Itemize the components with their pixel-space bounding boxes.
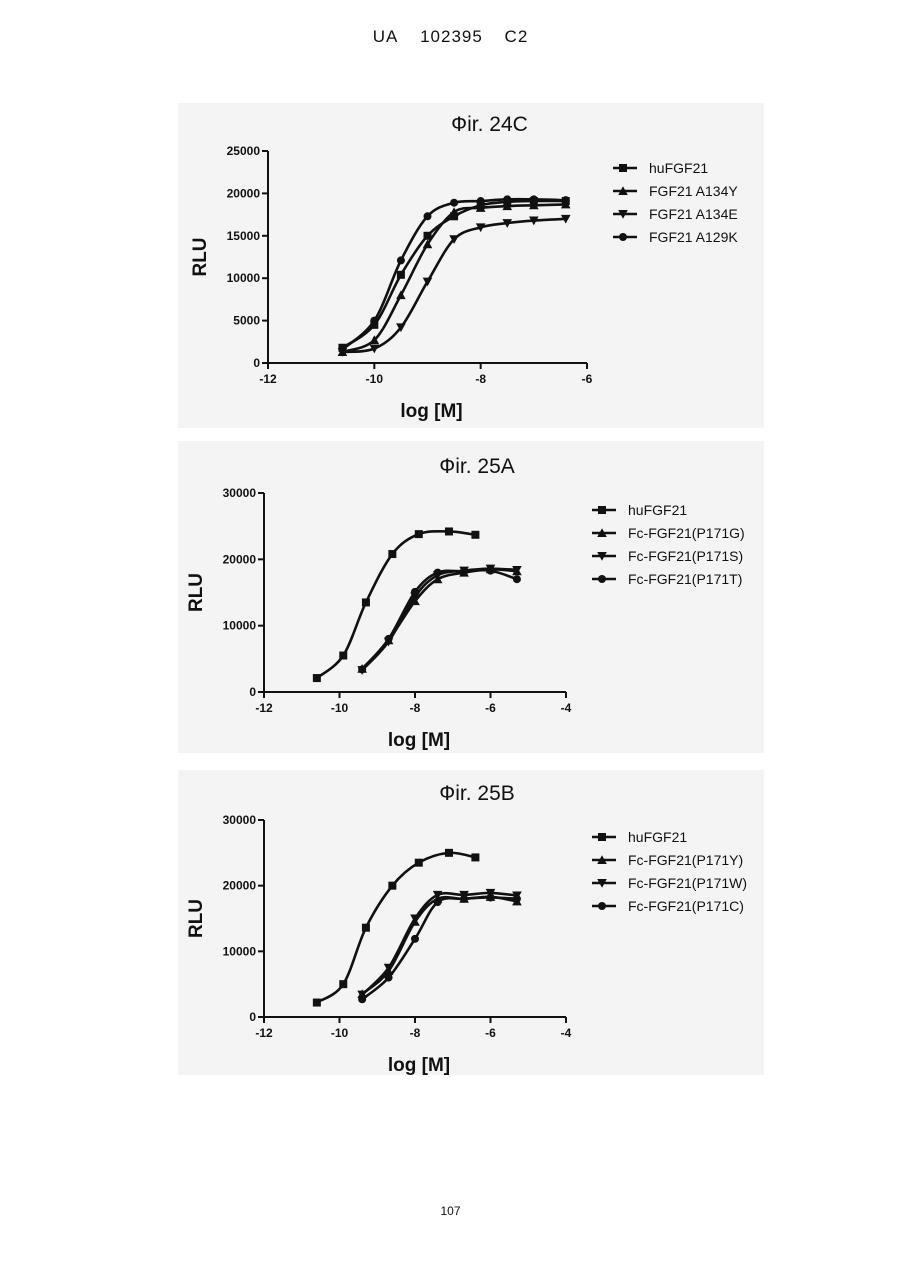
legend-label-fc-fgf21-p171w: Fc-FGF21(P171W): [628, 875, 747, 891]
y-tick-label: 0: [249, 1010, 256, 1024]
data-point-hufgf21: [388, 882, 396, 890]
legend-marker-fc-fgf21-p171c: [598, 902, 606, 910]
series-line-fc-fgf21-p171c: [362, 897, 517, 999]
x-tick-label: -8: [410, 1026, 421, 1040]
legend-label-fc-fgf21-p171y: Fc-FGF21(P171Y): [628, 852, 743, 868]
data-point-fc-fgf21-p171c: [460, 895, 468, 903]
series-line-hufgf21: [317, 853, 476, 1003]
data-point-fc-fgf21-p171c: [487, 893, 495, 901]
y-tick-label: 30000: [223, 813, 257, 827]
data-point-hufgf21: [313, 999, 321, 1007]
data-point-hufgf21: [471, 853, 479, 861]
data-point-fc-fgf21-p171c: [411, 935, 419, 943]
legend-label-hufgf21: huFGF21: [628, 829, 687, 845]
data-point-hufgf21: [339, 980, 347, 988]
x-tick-label: -12: [255, 1026, 273, 1040]
data-point-hufgf21: [415, 859, 423, 867]
data-point-hufgf21: [362, 924, 370, 932]
data-point-fc-fgf21-p171c: [358, 995, 366, 1003]
data-point-fc-fgf21-p171c: [513, 895, 521, 903]
page-number: 107: [0, 1204, 901, 1218]
data-point-fc-fgf21-p171c: [385, 974, 393, 982]
chart-title: Фir. 25B: [439, 782, 515, 805]
data-point-hufgf21: [445, 849, 453, 857]
legend-marker-hufgf21: [598, 833, 606, 841]
x-axis-title: log [M]: [388, 1055, 450, 1076]
x-tick-label: -10: [331, 1026, 349, 1040]
y-tick-label: 10000: [223, 944, 257, 958]
y-tick-label: 20000: [223, 879, 257, 893]
x-tick-label: -6: [485, 1026, 496, 1040]
legend-label-fc-fgf21-p171c: Fc-FGF21(P171C): [628, 898, 744, 914]
x-tick-label: -4: [561, 1026, 572, 1040]
y-axis-title: RLU: [186, 899, 207, 938]
data-point-fc-fgf21-p171c: [434, 898, 442, 906]
